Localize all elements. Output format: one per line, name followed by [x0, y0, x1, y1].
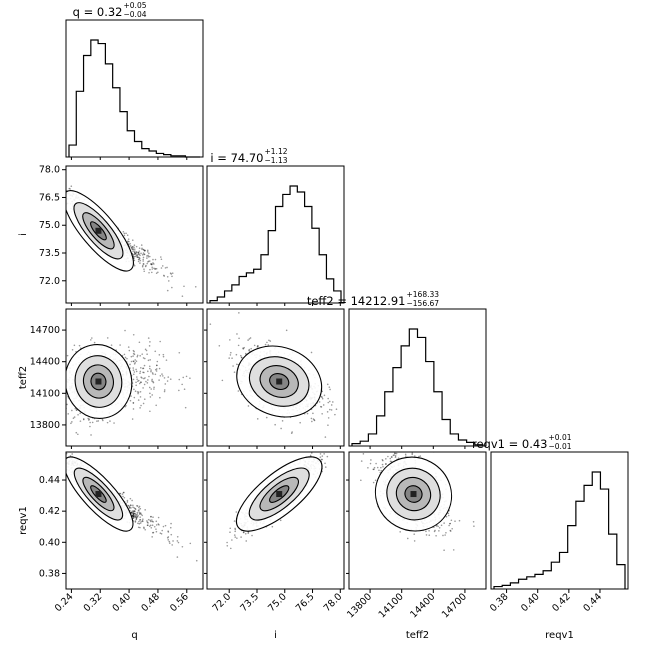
y-tick-label: 14700	[30, 325, 60, 336]
x-tick-label: 0.56	[168, 591, 191, 614]
x-tick-label: 0.32	[82, 591, 105, 614]
title-plus: +0.01	[549, 433, 572, 442]
title-minus: −0.01	[549, 442, 572, 451]
y-axis-label-teff2: teff2	[18, 366, 29, 389]
x-tick-label: 0.40	[110, 591, 133, 614]
title-minus: −1.13	[265, 156, 288, 165]
panel-frame-i-i	[206, 165, 345, 304]
title-q: q = 0.32 +0.05−0.04	[73, 1, 147, 19]
x-tick-label: 0.24	[53, 591, 76, 614]
x-tick-label: 75.0	[266, 591, 289, 614]
panel-frame-reqv1-teff2	[348, 451, 487, 590]
title-plus: +0.05	[124, 1, 147, 10]
x-tick-label: 13800	[345, 591, 374, 620]
y-tick-label: 75.0	[39, 220, 60, 231]
scatter-reqv1-vs-q	[66, 452, 198, 562]
y-tick-label: 78.0	[39, 165, 60, 176]
histogram-step-q	[68, 39, 200, 158]
y-tick-label: 76.5	[39, 192, 60, 203]
x-tick-label: 0.38	[488, 591, 511, 614]
panel-frame-teff2-i	[206, 308, 345, 447]
y-axis-i: 72.0 73.5 75.0 76.5 78.0 i	[18, 165, 66, 287]
title-plus: +1.12	[265, 147, 288, 156]
title-main: q = 0.32	[73, 5, 123, 19]
panel-frame-i-q	[65, 165, 204, 304]
title-reqv1: reqv1 = 0.43 +0.01−0.01	[472, 433, 572, 451]
y-tick-label: 14100	[30, 388, 60, 399]
scatter-reqv1-vs-i	[226, 452, 329, 550]
scatter-reqv1-vs-teff2	[360, 452, 475, 552]
x-axis-label-i: i	[274, 630, 277, 641]
x-tick-label: 78.0	[322, 591, 345, 614]
panel-frame-reqv1-reqv1	[490, 451, 629, 590]
histogram-step-teff2	[351, 328, 484, 446]
x-axis-label-teff2: teff2	[406, 630, 429, 641]
y-axis-label-i: i	[18, 233, 29, 236]
x-axis-label-reqv1: reqv1	[545, 630, 574, 641]
histogram-i	[209, 185, 342, 303]
x-tick-label: 73.5	[238, 591, 261, 614]
y-tick-label: 13800	[30, 420, 60, 431]
x-tick-label: 72.0	[211, 591, 234, 614]
panel-frame-reqv1-i	[206, 451, 345, 590]
panel-frame-reqv1-q	[65, 451, 204, 590]
title-main: teff2 = 14212.91	[307, 294, 406, 308]
y-tick-label: 0.42	[39, 506, 60, 517]
histogram-q	[68, 39, 200, 158]
y-tick-label: 0.44	[39, 475, 60, 486]
title-minus: −0.04	[124, 10, 147, 19]
title-i: i = 74.70 +1.12−1.13	[210, 147, 287, 165]
y-axis-reqv1: 0.38 0.40 0.42 0.44 reqv1	[18, 475, 349, 579]
scatter-teff2-vs-i	[209, 312, 338, 438]
y-tick-label: 73.5	[39, 248, 60, 259]
panel-frame-teff2-q	[65, 308, 204, 447]
x-tick-label: 14700	[440, 591, 469, 620]
x-tick-label: 0.40	[519, 591, 542, 614]
title-plus: +168.33	[407, 290, 440, 299]
x-tick-label: 0.44	[581, 591, 604, 614]
histogram-step-reqv1	[493, 471, 626, 589]
title-main: i = 74.70	[210, 151, 263, 165]
y-tick-label: 0.40	[39, 537, 60, 548]
histogram-reqv1	[493, 471, 626, 589]
histogram-teff2	[351, 328, 484, 446]
histogram-step-i	[209, 185, 342, 303]
scatter-i-vs-q	[66, 182, 197, 297]
x-tick-label: 76.5	[294, 591, 317, 614]
panel-frame-teff2-teff2	[348, 308, 487, 447]
x-tick-label: 14100	[377, 591, 406, 620]
title-minus: −156.67	[407, 299, 440, 308]
x-tick-label: 14400	[408, 591, 437, 620]
y-tick-label: 0.38	[39, 568, 60, 579]
title-teff2: teff2 = 14212.91 +168.33−156.67	[307, 290, 439, 308]
scatter-teff2-vs-q	[66, 329, 191, 436]
panel-frame-q-q	[65, 19, 204, 158]
y-tick-label: 72.0	[39, 276, 60, 287]
y-axis-teff2: 13800 14100 14400 14700 teff2	[18, 325, 207, 431]
y-tick-label: 14400	[30, 357, 60, 368]
x-tick-label: 0.42	[550, 591, 573, 614]
x-tick-label: 0.48	[139, 591, 162, 614]
y-axis-label-reqv1: reqv1	[18, 506, 29, 535]
x-axis-label-q: q	[131, 630, 137, 641]
x-axis-reqv1: 0.38 0.40 0.42 0.44 reqv1	[488, 589, 604, 641]
title-main: reqv1 = 0.43	[472, 437, 548, 451]
